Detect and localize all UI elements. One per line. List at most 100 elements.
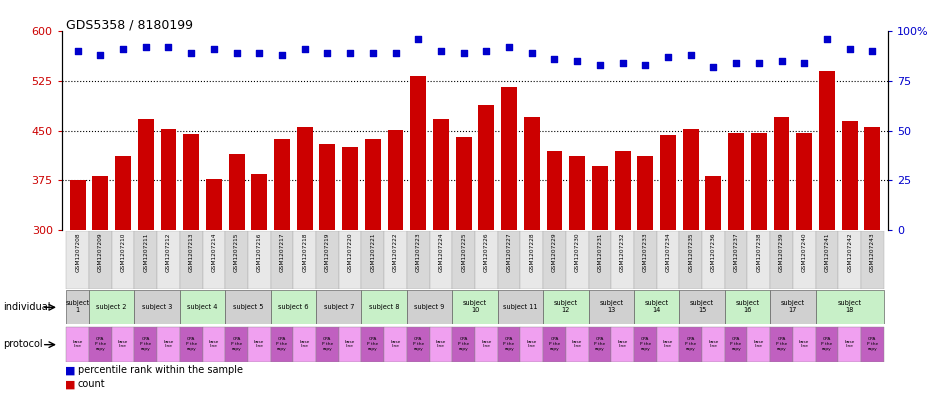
Text: subject 9: subject 9: [414, 304, 445, 310]
Bar: [543, 231, 566, 289]
Point: [547, 56, 562, 62]
Bar: [475, 327, 498, 362]
Bar: [637, 156, 654, 230]
Bar: [706, 176, 721, 230]
Point: [637, 62, 653, 68]
Bar: [429, 327, 452, 362]
Text: subject 8: subject 8: [369, 304, 399, 310]
Bar: [342, 147, 358, 393]
Bar: [66, 327, 89, 362]
Bar: [433, 119, 449, 393]
Bar: [816, 327, 838, 362]
Bar: [589, 290, 634, 323]
Text: CPA
P the
rapy: CPA P the rapy: [412, 338, 424, 351]
Bar: [770, 327, 793, 362]
Bar: [316, 290, 361, 323]
Bar: [773, 117, 789, 230]
Text: base
line: base line: [254, 340, 264, 348]
Bar: [157, 327, 180, 362]
Point: [365, 50, 380, 57]
Point: [615, 60, 630, 66]
Point: [183, 50, 199, 57]
Bar: [728, 133, 744, 230]
Bar: [592, 166, 608, 230]
Bar: [479, 105, 494, 230]
Point: [297, 46, 313, 52]
Bar: [498, 290, 543, 323]
Text: GSM1207228: GSM1207228: [529, 232, 534, 272]
Bar: [589, 327, 611, 362]
Point: [660, 54, 675, 61]
Bar: [660, 135, 676, 230]
Bar: [134, 231, 157, 289]
Point: [388, 50, 403, 57]
Bar: [521, 327, 543, 362]
Point: [410, 36, 426, 42]
Bar: [206, 179, 222, 393]
Text: subject 2: subject 2: [97, 304, 127, 310]
Bar: [634, 290, 679, 323]
Bar: [725, 290, 770, 323]
Bar: [656, 327, 679, 362]
Point: [433, 48, 448, 55]
Text: GSM1207219: GSM1207219: [325, 232, 330, 272]
Text: subject 7: subject 7: [324, 304, 354, 310]
Text: GDS5358 / 8180199: GDS5358 / 8180199: [66, 19, 194, 32]
Text: GSM1207209: GSM1207209: [98, 232, 103, 272]
Bar: [274, 139, 290, 393]
Bar: [725, 231, 748, 289]
Bar: [615, 151, 631, 230]
Point: [819, 36, 834, 42]
Text: CPA
P the
rapy: CPA P the rapy: [639, 338, 651, 351]
Text: CPA
P the
rapy: CPA P the rapy: [822, 338, 832, 351]
Text: base
line: base line: [618, 340, 628, 348]
Bar: [838, 231, 861, 289]
Bar: [410, 76, 427, 393]
Text: subject 6: subject 6: [278, 304, 309, 310]
Bar: [134, 327, 157, 362]
Text: GSM1207241: GSM1207241: [825, 232, 829, 272]
Bar: [361, 290, 407, 323]
Text: base
line: base line: [753, 340, 764, 348]
Bar: [770, 231, 793, 289]
Bar: [748, 231, 770, 289]
Bar: [89, 231, 112, 289]
Text: count: count: [78, 379, 105, 389]
Text: base
line: base line: [572, 340, 582, 348]
Text: percentile rank within the sample: percentile rank within the sample: [78, 365, 243, 375]
Bar: [679, 327, 702, 362]
Bar: [611, 327, 634, 362]
Bar: [725, 327, 748, 362]
Text: GSM1207234: GSM1207234: [666, 232, 671, 272]
Text: CPA
P the
rapy: CPA P the rapy: [276, 338, 288, 351]
Point: [774, 58, 789, 64]
Bar: [66, 231, 89, 289]
Text: subject
13: subject 13: [599, 300, 623, 314]
Text: GSM1207211: GSM1207211: [143, 232, 148, 272]
Bar: [92, 176, 108, 393]
Point: [275, 52, 290, 59]
Text: CPA
P the
rapy: CPA P the rapy: [322, 338, 333, 351]
Bar: [89, 290, 134, 323]
Bar: [523, 117, 540, 230]
Point: [842, 46, 857, 52]
Text: GSM1207230: GSM1207230: [575, 232, 580, 272]
Text: GSM1207238: GSM1207238: [756, 232, 761, 272]
Bar: [248, 327, 271, 362]
Point: [320, 50, 335, 57]
Text: subject
10: subject 10: [463, 300, 487, 314]
Text: ■: ■: [65, 365, 75, 375]
Bar: [702, 327, 725, 362]
Point: [592, 62, 607, 68]
Text: subject
14: subject 14: [645, 300, 669, 314]
Bar: [748, 327, 770, 362]
Bar: [770, 290, 816, 323]
Bar: [319, 144, 335, 393]
Bar: [229, 154, 244, 393]
Bar: [521, 231, 543, 289]
Text: CPA
P the
rapy: CPA P the rapy: [685, 338, 696, 351]
Text: base
line: base line: [481, 340, 491, 348]
Text: CPA
P the
rapy: CPA P the rapy: [595, 338, 605, 351]
Bar: [838, 327, 861, 362]
Bar: [407, 290, 452, 323]
